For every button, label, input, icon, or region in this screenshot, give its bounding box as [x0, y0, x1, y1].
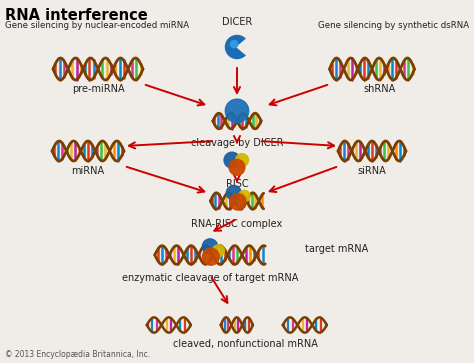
Text: RNA interference: RNA interference — [5, 8, 148, 23]
Text: target mRNA: target mRNA — [305, 244, 368, 254]
Text: enzymatic cleavage of target mRNA: enzymatic cleavage of target mRNA — [122, 273, 298, 283]
Text: pre-miRNA: pre-miRNA — [72, 84, 124, 94]
Text: Gene silencing by synthetic dsRNA: Gene silencing by synthetic dsRNA — [318, 21, 469, 30]
Text: siRNA: siRNA — [357, 166, 386, 176]
Circle shape — [212, 245, 225, 257]
Text: RISC: RISC — [226, 179, 248, 189]
Circle shape — [202, 239, 218, 254]
Circle shape — [229, 193, 246, 210]
Circle shape — [202, 248, 219, 265]
Text: cleavage by DICER: cleavage by DICER — [191, 138, 283, 148]
Circle shape — [226, 36, 248, 58]
Text: RNA-RISC complex: RNA-RISC complex — [191, 219, 283, 229]
Text: shRNA: shRNA — [364, 84, 396, 94]
Circle shape — [224, 152, 240, 168]
Text: DICER: DICER — [222, 17, 252, 27]
Circle shape — [225, 99, 249, 123]
Text: © 2013 Encyclopædia Britannica, Inc.: © 2013 Encyclopædia Britannica, Inc. — [5, 350, 150, 359]
Circle shape — [236, 154, 248, 167]
Text: Gene silencing by nuclear-encoded miRNA: Gene silencing by nuclear-encoded miRNA — [5, 21, 189, 30]
Circle shape — [230, 41, 238, 48]
Circle shape — [238, 190, 250, 202]
Text: miRNA: miRNA — [72, 166, 105, 176]
Text: cleaved, nonfunctional mRNA: cleaved, nonfunctional mRNA — [173, 339, 318, 349]
Circle shape — [229, 159, 245, 175]
Circle shape — [227, 185, 241, 200]
Wedge shape — [237, 39, 250, 55]
